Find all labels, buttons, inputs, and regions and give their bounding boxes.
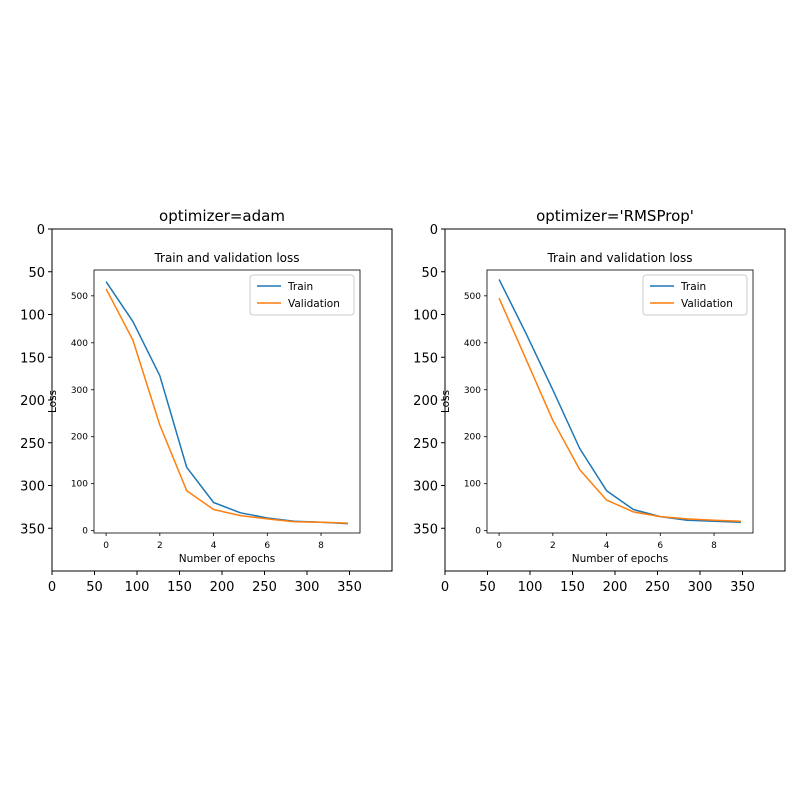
outer-y-tick-label: 50 [28, 266, 45, 281]
outer-x-tick-label: 200 [603, 580, 628, 595]
inner-y-tick-label: 400 [71, 339, 88, 349]
legend-label-train: Train [287, 281, 313, 293]
series-line-train [498, 279, 741, 523]
inner-y-tick-label: 200 [71, 433, 88, 443]
inner-y-tick-label: 200 [464, 433, 481, 443]
outer-x-tick-label: 50 [479, 580, 496, 595]
inner-y-tick-label: 0 [475, 527, 481, 537]
inner-y-tick-label: 100 [464, 480, 481, 490]
outer-x-tick-label: 200 [210, 580, 235, 595]
inner-x-tick-label: 6 [264, 541, 270, 551]
inner-title: Train and validation loss [153, 251, 299, 265]
inner-y-axis-label: Loss [47, 390, 59, 413]
inner-x-tick-label: 4 [211, 541, 217, 551]
outer-x-tick-label: 100 [125, 580, 150, 595]
inner-x-tick-label: 0 [496, 541, 502, 551]
inner-x-tick-label: 6 [657, 541, 663, 551]
outer-y-tick-label: 250 [413, 437, 438, 452]
outer-x-tick-label: 350 [730, 580, 755, 595]
outer-x-tick-label: 250 [252, 580, 277, 595]
inner-y-tick-label: 300 [464, 386, 481, 396]
legend-label-train: Train [680, 281, 706, 293]
outer-y-tick-label: 300 [413, 480, 438, 495]
outer-y-tick-label: 300 [20, 480, 45, 495]
outer-title: optimizer='RMSProp' [536, 207, 694, 225]
inner-x-axis-label: Number of epochs [179, 553, 275, 565]
outer-y-tick-label: 200 [413, 394, 438, 409]
outer-x-tick-label: 0 [441, 580, 449, 595]
inner-y-tick-label: 500 [71, 292, 88, 302]
outer-y-tick-label: 50 [421, 266, 438, 281]
series-line-validation [105, 288, 348, 524]
inner-x-tick-label: 8 [711, 541, 717, 551]
inner-y-axis-label: Loss [440, 390, 452, 413]
inner-x-axis-label: Number of epochs [572, 553, 668, 565]
outer-y-tick-label: 100 [413, 309, 438, 324]
inner-y-tick-label: 400 [464, 339, 481, 349]
outer-x-tick-label: 250 [645, 580, 670, 595]
outer-x-tick-label: 100 [518, 580, 543, 595]
inner-x-tick-label: 4 [604, 541, 610, 551]
inner-y-tick-label: 500 [464, 292, 481, 302]
series-line-validation [498, 297, 741, 523]
outer-y-tick-label: 0 [37, 223, 45, 238]
outer-y-tick-label: 250 [20, 437, 45, 452]
inner-title: Train and validation loss [546, 251, 692, 265]
outer-y-tick-label: 350 [413, 522, 438, 537]
outer-y-tick-label: 150 [413, 351, 438, 366]
legend-box [249, 274, 355, 316]
inner-x-tick-label: 0 [103, 541, 109, 551]
outer-y-tick-label: 100 [20, 309, 45, 324]
inner-y-tick-label: 300 [71, 386, 88, 396]
legend-label-validation: Validation [288, 298, 340, 310]
inner-y-tick-label: 100 [71, 480, 88, 490]
outer-y-tick-label: 0 [430, 223, 438, 238]
inner-y-tick-label: 0 [82, 527, 88, 537]
outer-x-tick-label: 300 [295, 580, 320, 595]
outer-y-tick-label: 150 [20, 351, 45, 366]
legend-box [642, 274, 748, 316]
inner-x-tick-label: 2 [157, 541, 163, 551]
outer-x-tick-label: 0 [48, 580, 56, 595]
outer-x-tick-label: 300 [688, 580, 713, 595]
outer-x-tick-label: 50 [86, 580, 103, 595]
outer-y-tick-label: 350 [20, 522, 45, 537]
outer-x-tick-label: 150 [560, 580, 585, 595]
legend-label-validation: Validation [681, 298, 733, 310]
outer-x-tick-label: 150 [167, 580, 192, 595]
outer-x-tick-label: 350 [337, 580, 362, 595]
outer-y-tick-label: 200 [20, 394, 45, 409]
chart-panel-2: optimizer='RMSProp'050100150200250300350… [413, 207, 786, 595]
inner-x-tick-label: 8 [318, 541, 324, 551]
outer-title: optimizer=adam [159, 207, 285, 225]
inner-x-tick-label: 2 [550, 541, 556, 551]
